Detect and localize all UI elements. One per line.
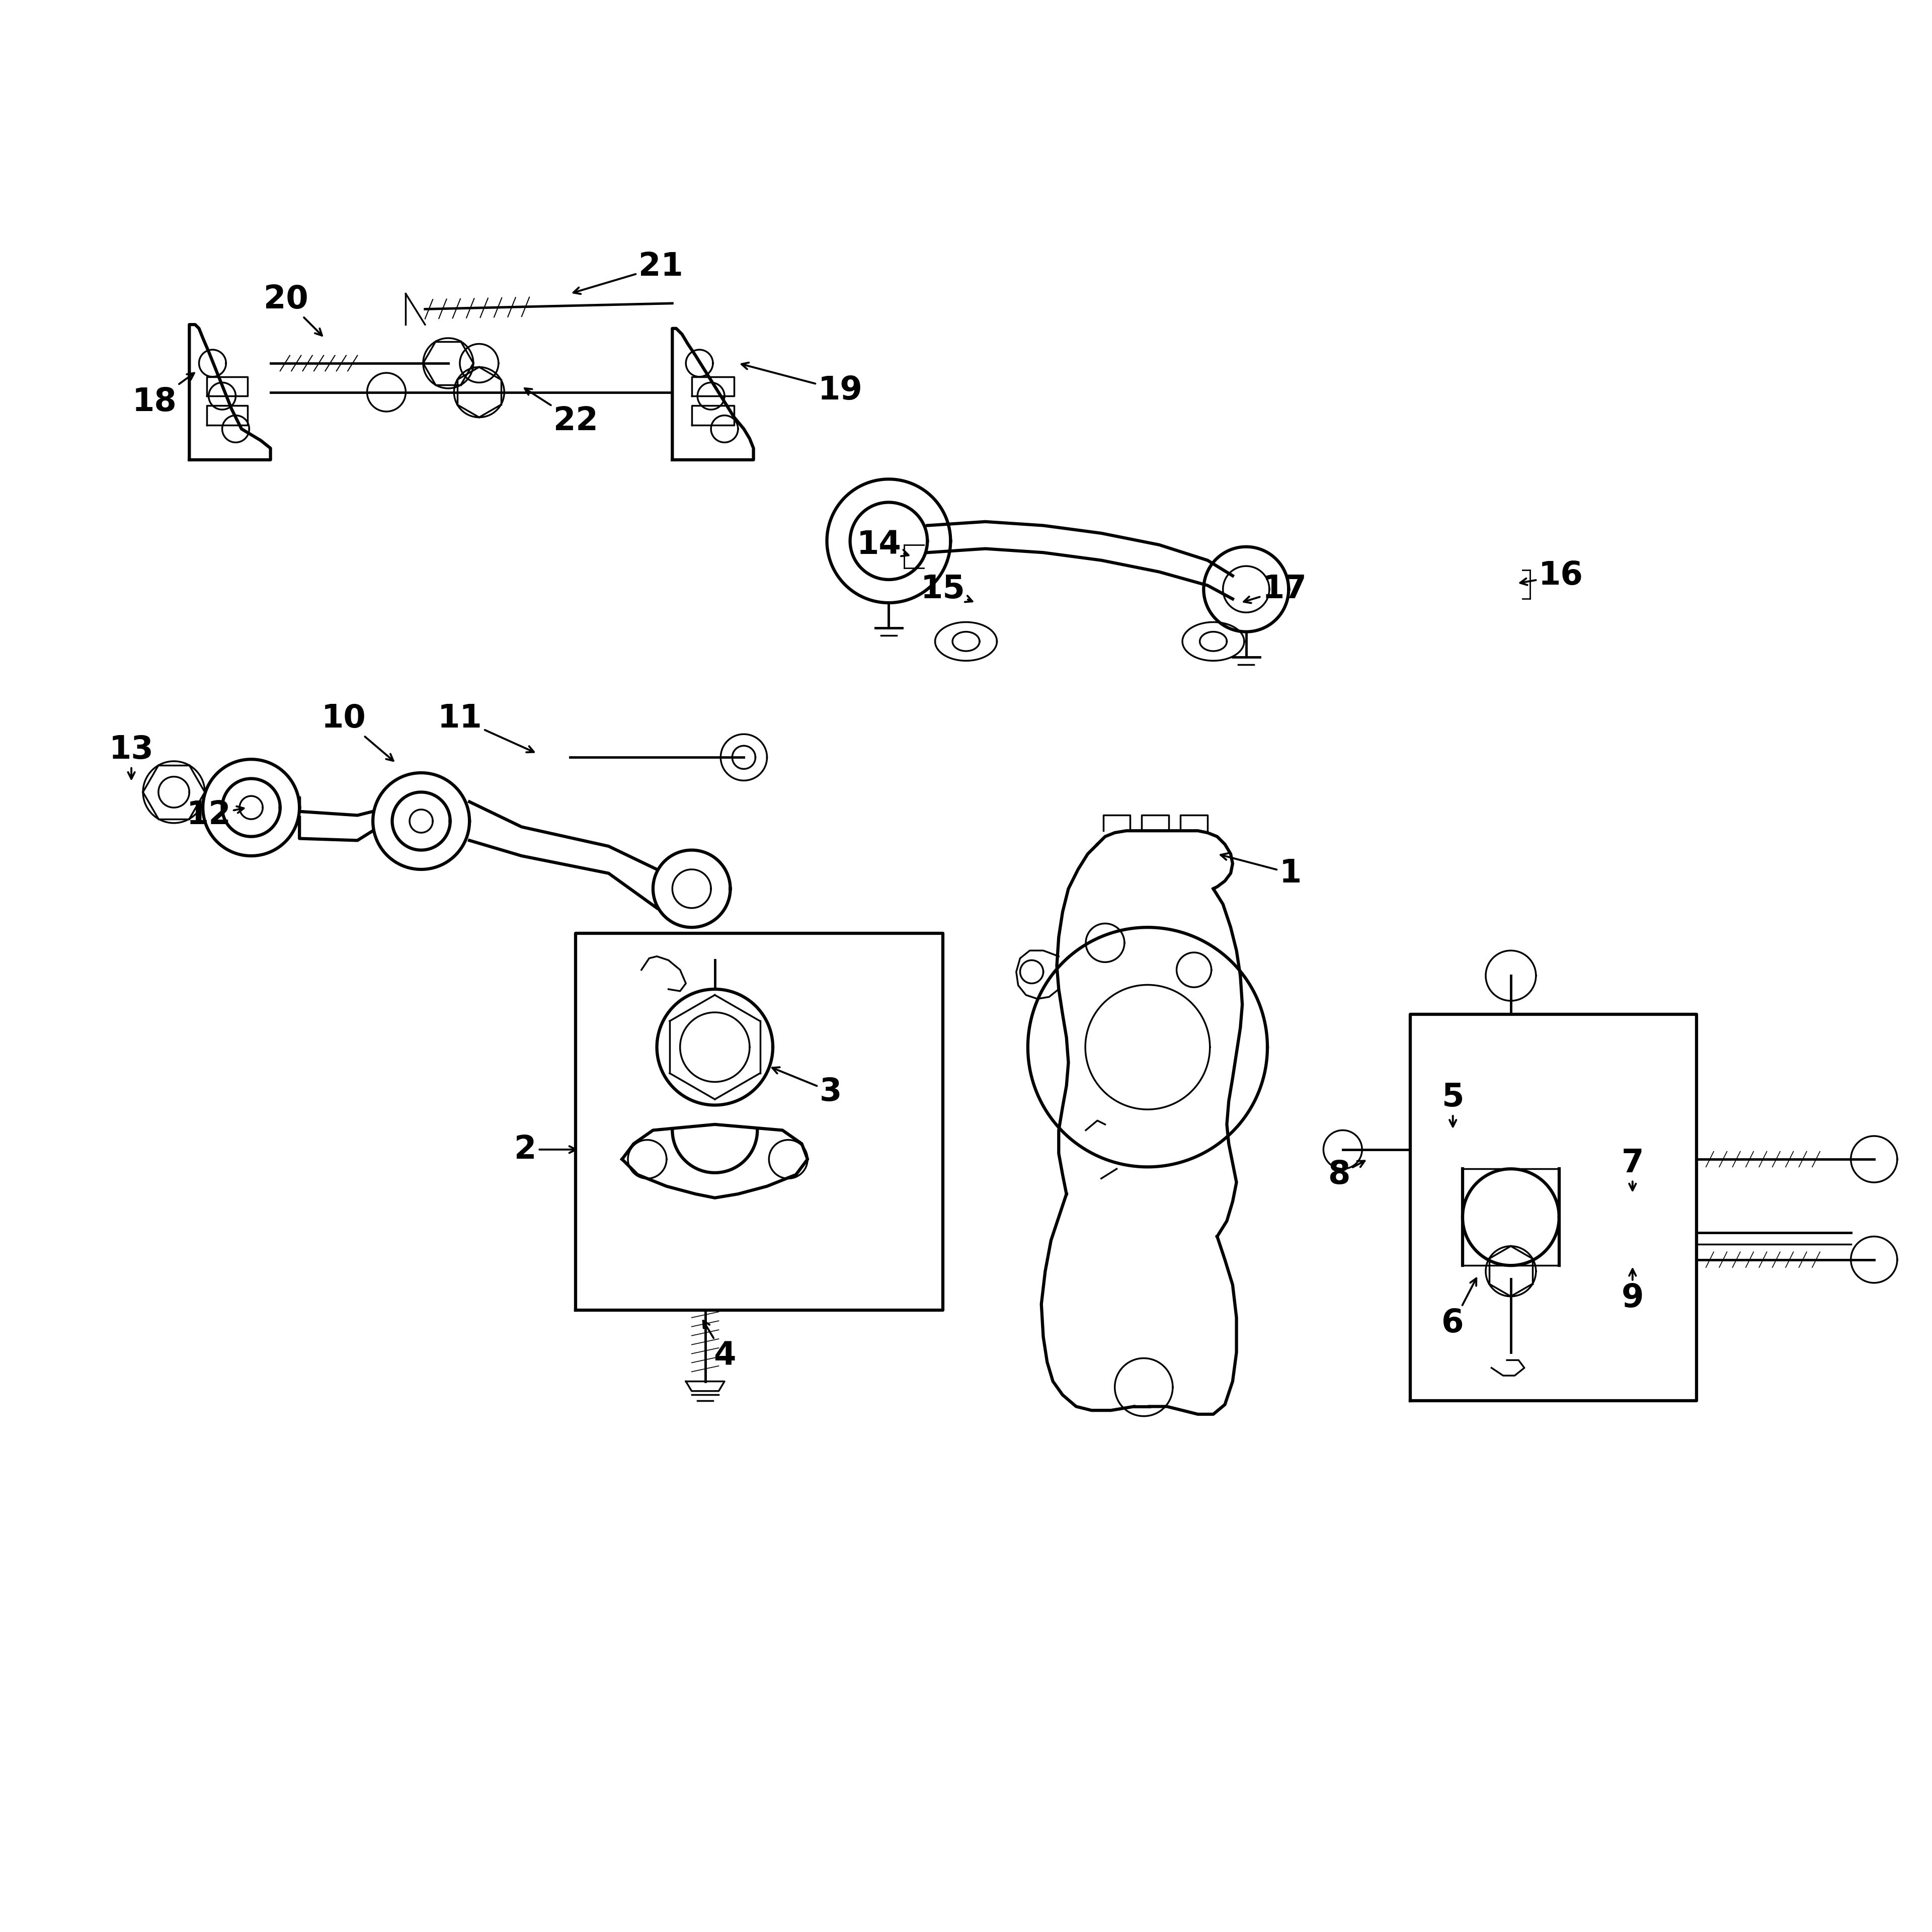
Text: 17: 17 <box>1244 574 1308 605</box>
Text: 9: 9 <box>1621 1269 1644 1314</box>
Text: 16: 16 <box>1520 560 1584 591</box>
Text: 18: 18 <box>131 373 193 417</box>
Polygon shape <box>672 328 753 460</box>
Text: 13: 13 <box>108 734 155 779</box>
Text: 5: 5 <box>1441 1082 1464 1126</box>
Polygon shape <box>189 325 270 460</box>
Text: 12: 12 <box>185 800 243 831</box>
Text: 20: 20 <box>263 284 323 336</box>
Text: 21: 21 <box>574 251 684 294</box>
Text: 2: 2 <box>514 1134 576 1165</box>
Text: 14: 14 <box>856 529 908 560</box>
Text: 19: 19 <box>742 363 864 406</box>
Text: 10: 10 <box>321 703 394 761</box>
Text: 3: 3 <box>773 1066 842 1107</box>
Text: 7: 7 <box>1621 1148 1644 1190</box>
Text: 8: 8 <box>1327 1159 1364 1190</box>
Text: 22: 22 <box>526 388 599 437</box>
Text: 6: 6 <box>1441 1279 1476 1339</box>
Text: 1: 1 <box>1221 854 1302 889</box>
Text: 11: 11 <box>437 703 533 752</box>
Text: 4: 4 <box>703 1321 736 1372</box>
Text: 15: 15 <box>920 574 972 605</box>
